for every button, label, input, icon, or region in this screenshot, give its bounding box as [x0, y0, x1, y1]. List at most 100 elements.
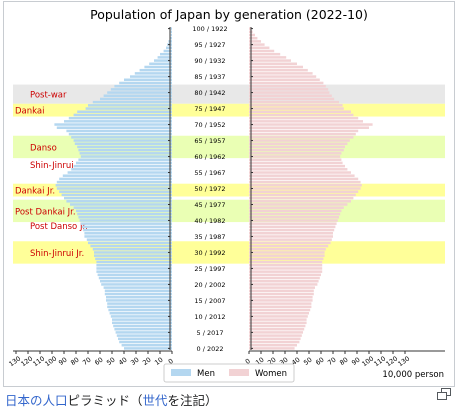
men-bar	[110, 88, 172, 91]
men-bar	[97, 273, 172, 277]
women-bar	[249, 321, 307, 325]
women-bar	[249, 248, 326, 251]
men-bar	[77, 145, 172, 149]
men-bar	[84, 232, 172, 235]
women-bar	[249, 56, 287, 59]
age-tick-label: 5 / 2017	[197, 329, 224, 337]
figure-caption: 日本の人口ピラミッド（世代を注記）	[5, 390, 218, 409]
men-bar	[68, 132, 172, 136]
men-bar	[76, 209, 172, 213]
caption-text-annotation: を注記）	[167, 393, 218, 408]
women-bar	[249, 49, 275, 53]
men-bar	[139, 68, 172, 72]
women-bar	[249, 235, 333, 238]
women-bar	[249, 126, 369, 129]
age-tick-label: 25 / 1997	[194, 265, 225, 273]
women-x-tick-label: 90	[350, 356, 361, 367]
women-bar	[249, 206, 344, 209]
generation-band	[13, 183, 445, 197]
women-bar	[249, 276, 320, 280]
legend-label-men: Men	[197, 369, 215, 379]
women-bar	[249, 302, 312, 305]
women-bar	[249, 100, 339, 104]
men-bar	[67, 171, 172, 174]
men-bar	[80, 222, 172, 225]
women-bar	[249, 260, 323, 264]
men-bar	[114, 327, 172, 331]
men-bar	[73, 206, 172, 209]
men-bar	[76, 161, 172, 165]
women-bar	[249, 72, 313, 75]
magnify-clip-icon[interactable]	[437, 388, 451, 400]
men-bar	[109, 311, 172, 315]
women-bar	[249, 267, 323, 270]
women-bar	[249, 196, 354, 200]
men-bar	[56, 180, 172, 184]
women-bar	[249, 334, 302, 337]
women-bar	[249, 212, 341, 216]
women-bar	[249, 155, 341, 158]
women-bar	[249, 216, 339, 219]
men-bar	[134, 72, 172, 75]
men-bar	[96, 267, 172, 270]
men-bar	[85, 107, 172, 110]
men-x-tick-label: 40	[117, 356, 128, 367]
age-tick-label: 20 / 2002	[194, 281, 225, 289]
women-bar	[249, 113, 354, 117]
men-x-tick-label: 20	[141, 356, 152, 367]
women-bar	[249, 139, 350, 142]
men-bar	[115, 331, 172, 334]
men-bar	[68, 116, 172, 120]
caption-link-generation[interactable]: 世代	[142, 393, 168, 408]
men-bar	[83, 228, 172, 232]
men-bar	[79, 152, 172, 155]
men-bar	[170, 30, 172, 34]
age-tick-label: 10 / 2012	[194, 313, 225, 321]
generation-label: Post Danso Jr.	[30, 222, 88, 232]
women-bar	[249, 203, 348, 206]
caption-text-pyramid: ピラミッド（	[67, 393, 143, 408]
men-bar	[124, 78, 172, 82]
generation-label: Post-war	[30, 91, 67, 101]
women-bar	[249, 299, 313, 302]
women-bar	[249, 36, 258, 40]
women-x-tick-label: 10	[254, 356, 265, 367]
women-bar	[249, 33, 255, 37]
women-x-tick-label: 70	[326, 356, 337, 367]
age-tick-label: 80 / 1942	[194, 89, 225, 97]
women-bar	[249, 244, 329, 248]
men-bar	[86, 238, 172, 241]
women-bar	[249, 254, 325, 257]
men-x-tick-label: 50	[105, 356, 116, 367]
men-bar	[94, 251, 172, 254]
men-bar	[163, 49, 172, 53]
age-tick-label: 15 / 2007	[194, 297, 225, 305]
men-bar	[71, 168, 172, 171]
men-bar	[106, 295, 172, 299]
caption-link-population[interactable]: 日本の人口	[5, 393, 68, 408]
men-bar	[71, 136, 172, 139]
men-bar	[82, 225, 172, 229]
women-bar	[249, 97, 335, 101]
women-bar	[249, 78, 320, 82]
women-bar	[249, 193, 356, 197]
men-x-tick-label: 100	[43, 355, 58, 369]
women-bar	[249, 273, 321, 277]
men-bar	[113, 324, 172, 328]
generation-label: Shin-Jinrui Jr.	[30, 249, 84, 259]
women-bar	[249, 132, 356, 136]
women-bar	[249, 251, 325, 254]
women-bar	[249, 81, 324, 85]
women-bar	[249, 311, 309, 315]
women-x-tick-label: 130	[396, 355, 411, 369]
generation-band	[13, 103, 445, 117]
age-tick-label: 100 / 1922	[192, 25, 227, 33]
women-bar	[249, 241, 331, 245]
legend-swatch-women	[229, 369, 249, 376]
men-bar	[119, 81, 172, 85]
men-bar	[130, 75, 172, 78]
men-bar	[95, 257, 172, 261]
men-bar	[98, 276, 172, 280]
age-tick-label: 85 / 1937	[194, 73, 225, 81]
women-bar	[249, 84, 326, 88]
